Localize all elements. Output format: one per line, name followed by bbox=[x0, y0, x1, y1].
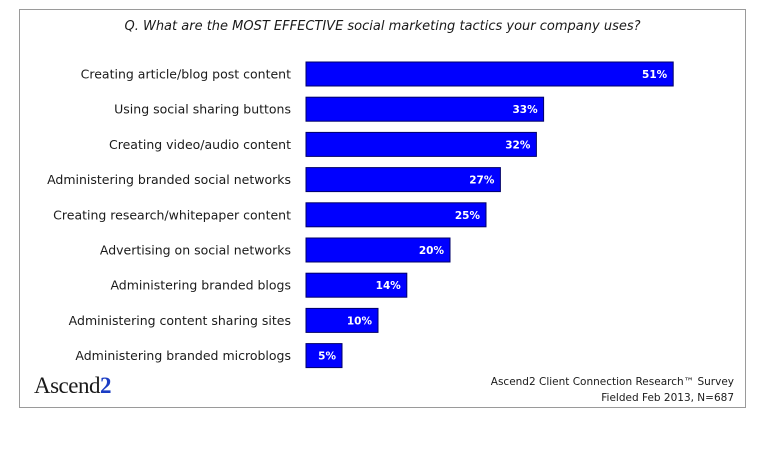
chart-title: Q. What are the MOST EFFECTIVE social ma… bbox=[124, 19, 641, 34]
ascend2-logo: Ascend2 bbox=[34, 373, 111, 399]
bar bbox=[305, 61, 674, 87]
bar bbox=[305, 202, 487, 228]
bar bbox=[305, 167, 501, 193]
value-label: 20% bbox=[419, 245, 445, 257]
source-line-2: Fielded Feb 2013, N=687 bbox=[601, 392, 734, 404]
value-label: 14% bbox=[376, 280, 402, 292]
bar bbox=[305, 343, 343, 369]
value-label: 51% bbox=[642, 69, 668, 81]
value-label: 5% bbox=[318, 351, 336, 363]
bar bbox=[305, 307, 379, 333]
category-label: Creating article/blog post content bbox=[81, 67, 291, 82]
category-label: Administering branded social networks bbox=[47, 172, 291, 187]
logo-suffix: 2 bbox=[99, 373, 112, 398]
category-label: Creating video/audio content bbox=[109, 137, 291, 152]
value-label: 33% bbox=[512, 104, 538, 116]
bar bbox=[305, 237, 451, 263]
source-note: Ascend2 Client Connection Research™ Surv… bbox=[491, 374, 734, 406]
chart-frame: Q. What are the MOST EFFECTIVE social ma… bbox=[19, 9, 746, 408]
value-label: 27% bbox=[469, 175, 495, 187]
value-label: 25% bbox=[455, 210, 481, 222]
bar bbox=[305, 96, 545, 122]
bar bbox=[305, 131, 537, 157]
source-line-1: Ascend2 Client Connection Research™ Surv… bbox=[490, 376, 734, 388]
logo-text: Ascend bbox=[34, 373, 100, 398]
category-label: Creating research/whitepaper content bbox=[53, 207, 291, 222]
category-label: Using social sharing buttons bbox=[114, 102, 291, 117]
value-label: 10% bbox=[347, 315, 373, 327]
bar-chart: Creating article/blog post content 51% Usi… bbox=[47, 61, 674, 369]
category-label: Advertising on social networks bbox=[100, 243, 291, 258]
category-label: Administering content sharing sites bbox=[69, 313, 291, 328]
category-label: Administering branded blogs bbox=[110, 278, 291, 293]
category-label: Administering branded microblogs bbox=[75, 348, 291, 363]
bar bbox=[305, 272, 408, 298]
value-label: 32% bbox=[505, 139, 531, 151]
